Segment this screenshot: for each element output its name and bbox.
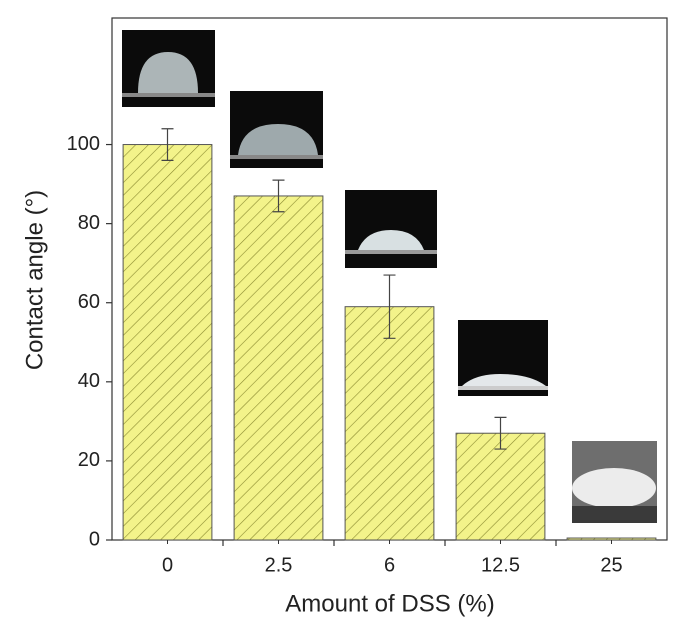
x-tick-label: 2.5 (265, 554, 293, 576)
error-bar (383, 274, 396, 339)
x-tick-label: 0 (162, 554, 173, 576)
y-tick-label: 40 (78, 370, 100, 392)
error-bar (494, 416, 507, 450)
y-tick-label: 80 (78, 212, 100, 234)
x-tick-label: 6 (384, 554, 395, 576)
bar (566, 537, 657, 541)
y-tick-label: 100 (67, 133, 100, 155)
droplet-photo (122, 30, 215, 107)
droplet-photo (572, 441, 657, 523)
droplet-photo (230, 91, 323, 168)
error-bar (272, 179, 285, 213)
bar (122, 144, 213, 541)
x-tick-label: 25 (600, 554, 622, 576)
error-bar (161, 128, 174, 161)
y-tick-label: 20 (78, 449, 100, 471)
y-tick-label: 0 (89, 528, 100, 550)
y-tick-label: 60 (78, 291, 100, 313)
bar (455, 432, 546, 541)
y-axis-title: Contact angle (°) (21, 190, 48, 370)
droplet-photo (345, 190, 437, 268)
x-tick-label: 12.5 (481, 554, 520, 576)
droplet-photo (458, 320, 548, 396)
bar (233, 195, 324, 541)
x-axis-title: Amount of DSS (%) (285, 590, 494, 617)
bar (344, 306, 435, 541)
